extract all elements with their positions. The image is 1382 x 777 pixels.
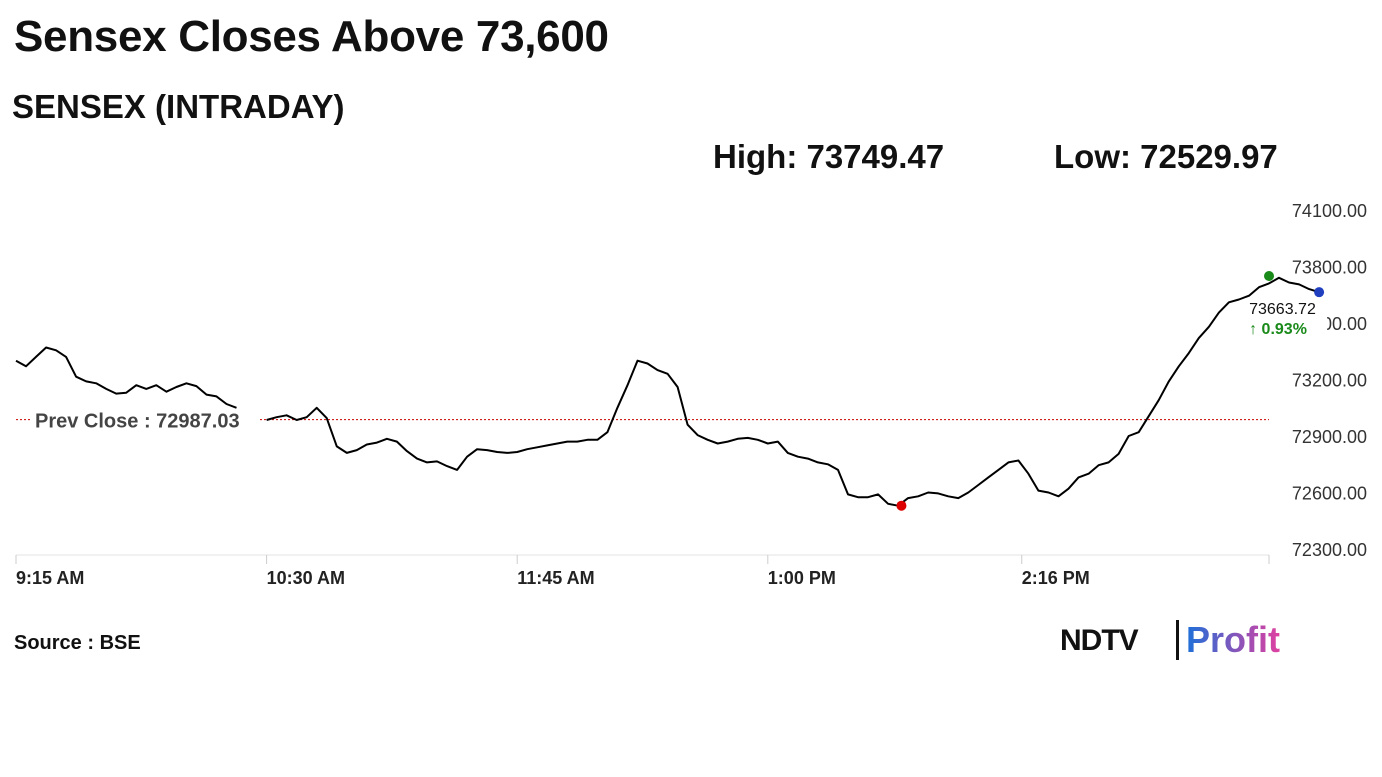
chart-title: Sensex Closes Above 73,600	[14, 12, 609, 61]
intraday-line-chart: 74100.0073800.0073500.0073200.0072900.00…	[15, 201, 1367, 588]
ndtv-profit-logo: NDTV Profit	[1060, 619, 1280, 660]
y-tick-label: 74100.00	[1292, 201, 1367, 221]
source-note: Source : BSE	[14, 632, 141, 654]
y-tick-label: 72600.00	[1292, 484, 1367, 504]
x-tick-label: 1:00 PM	[768, 568, 836, 588]
last-value-label: 73663.72	[1249, 301, 1316, 318]
high-value: High: 73749.47	[713, 138, 945, 175]
x-tick-label: 10:30 AM	[267, 568, 345, 588]
prev-close-label: Prev Close : 72987.03	[35, 411, 240, 433]
y-tick-label: 73200.00	[1292, 371, 1367, 391]
y-tick-label: 72300.00	[1292, 540, 1367, 560]
last-value-label-bg	[1245, 298, 1328, 341]
y-axis: 74100.0073800.0073500.0073200.0072900.00…	[1292, 201, 1367, 560]
prev-close-label-bg	[30, 405, 260, 434]
y-tick-label: 73800.00	[1292, 258, 1367, 278]
high-marker	[1264, 271, 1274, 282]
series-line-sensex	[15, 276, 1320, 507]
logo-profit-text: Profit	[1186, 619, 1280, 660]
x-tick-label: 2:16 PM	[1022, 568, 1090, 588]
y-tick-label: 72900.00	[1292, 427, 1367, 447]
last-value-marker	[1314, 287, 1325, 298]
low-marker	[896, 500, 907, 511]
logo-divider	[1176, 620, 1179, 660]
logo-ndtv-text: NDTV	[1060, 624, 1139, 657]
low-value: Low: 72529.97	[1054, 138, 1278, 175]
x-tick-label: 9:15 AM	[16, 568, 84, 588]
chart-subtitle: SENSEX (INTRADAY)	[12, 88, 345, 125]
change-percent-label: ↑ 0.93%	[1249, 321, 1307, 338]
x-tick-label: 11:45 AM	[517, 568, 594, 588]
x-axis: 9:15 AM 10:30 AM 11:45 AM 1:00 PM 2:16 PM	[15, 554, 1270, 588]
